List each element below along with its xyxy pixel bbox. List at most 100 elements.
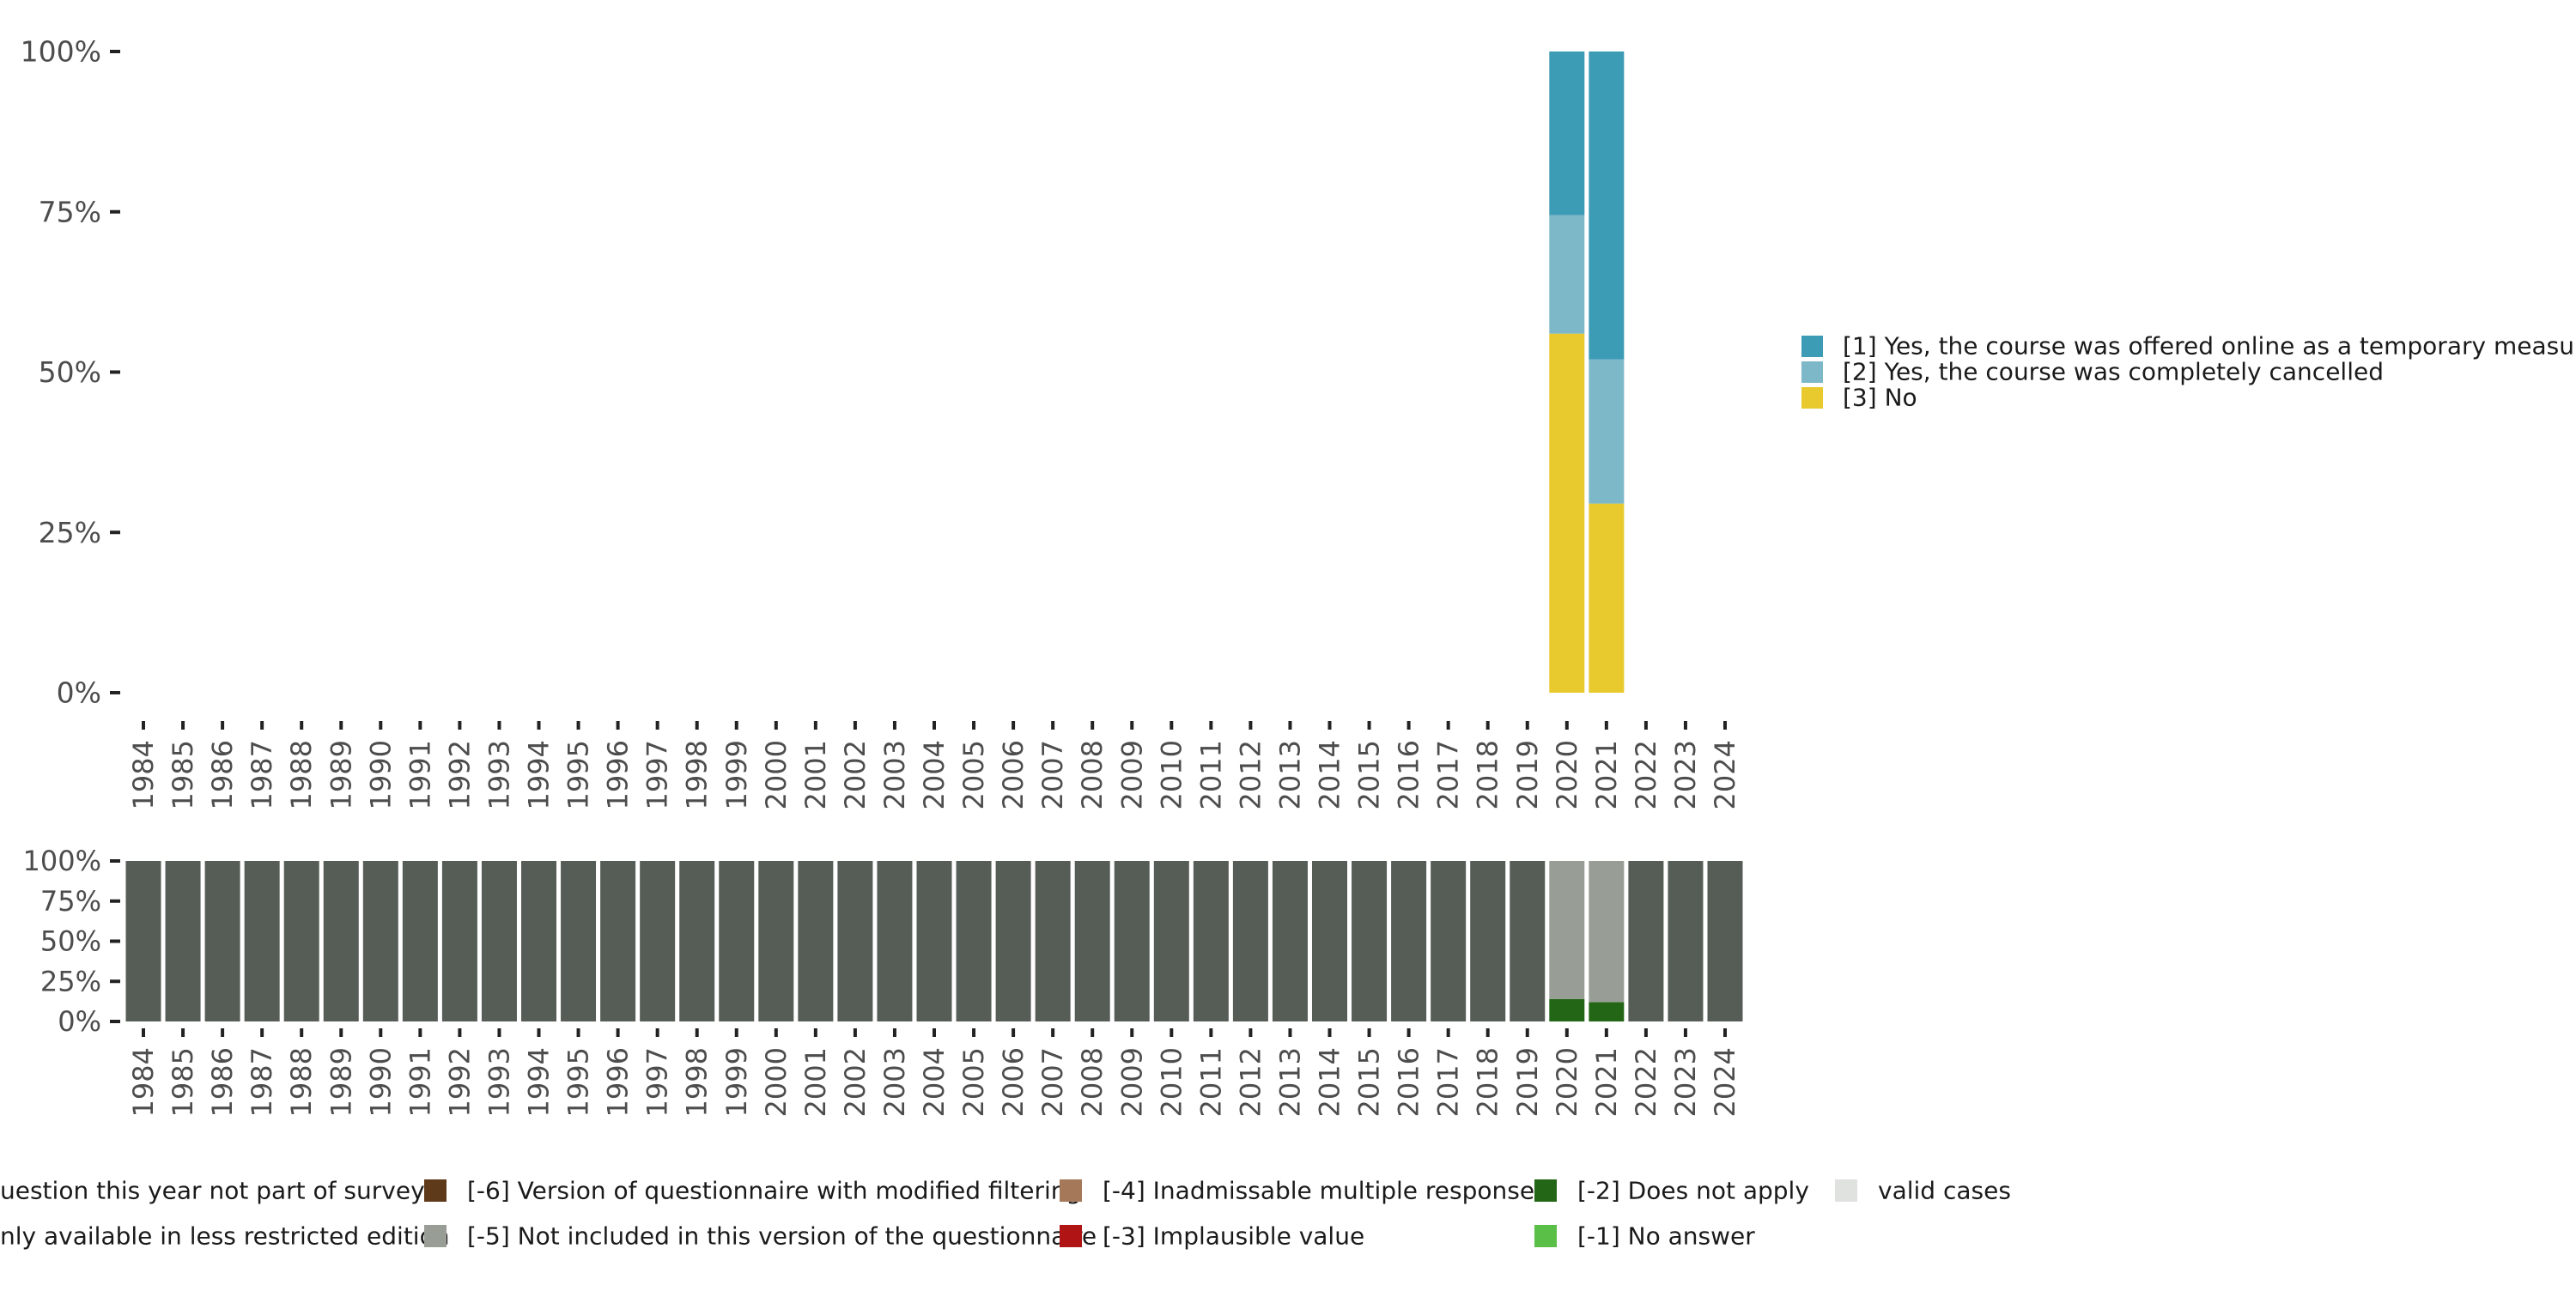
legend-swatch (1060, 1225, 1082, 1247)
legend-label: uestion this year not part of survey (0, 1177, 425, 1205)
x-tick-label: 2018 (1472, 740, 1504, 809)
legend-label: [2] Yes, the course was completely cance… (1843, 358, 2384, 386)
x-tick-label: 1999 (720, 1047, 753, 1117)
bar-segment (1589, 503, 1625, 693)
x-tick-label: 1991 (404, 740, 436, 809)
x-tick-label: 1989 (325, 740, 357, 809)
x-tick-label: 1998 (681, 740, 714, 809)
x-tick-label: 2013 (1273, 1047, 1306, 1117)
x-tick-label: 2007 (1036, 1047, 1069, 1117)
bar-segment (1707, 861, 1743, 1021)
x-tick-label: 1997 (641, 740, 674, 809)
x-tick-label: 1985 (167, 740, 199, 809)
bar-segment (837, 861, 873, 1021)
legend-label: [-4] Inadmissable multiple response (1103, 1177, 1534, 1205)
legend-swatch (424, 1179, 447, 1202)
x-tick-label: 2005 (957, 1047, 990, 1117)
x-tick-label: 1992 (443, 1047, 476, 1117)
bar-segment (1470, 861, 1506, 1021)
bar-segment (323, 861, 359, 1021)
x-tick-label: 1995 (562, 1047, 595, 1117)
x-tick-label: 1987 (246, 740, 278, 809)
x-tick-label: 1984 (127, 740, 160, 809)
x-tick-label: 1990 (364, 740, 397, 809)
bar-segment (1272, 861, 1308, 1021)
x-tick-label: 2010 (1155, 1047, 1188, 1117)
bar-segment (1589, 359, 1625, 504)
legend-swatch (1801, 336, 1823, 357)
bar-segment (1232, 861, 1268, 1021)
x-tick-label: 2009 (1115, 740, 1148, 809)
x-tick-label: 2020 (1551, 1047, 1583, 1117)
bar-segment (758, 861, 794, 1021)
bar-segment (1431, 861, 1467, 1021)
bar-segment (1035, 861, 1071, 1021)
x-tick-label: 2023 (1669, 740, 1702, 809)
y-tick-label: 50% (39, 355, 101, 389)
x-tick-label: 1996 (602, 740, 635, 809)
x-tick-label: 1985 (167, 1047, 199, 1117)
x-tick-label: 2009 (1115, 1047, 1148, 1117)
bar-segment (1549, 215, 1585, 334)
legend-swatch (1534, 1225, 1557, 1247)
x-tick-label: 2002 (839, 740, 872, 809)
bar-segment (244, 861, 280, 1021)
x-tick-label: 2021 (1590, 1047, 1623, 1117)
bar-segment (1668, 861, 1704, 1021)
bar-segment (125, 861, 161, 1021)
x-tick-label: 2017 (1432, 1047, 1465, 1117)
x-tick-label: 1990 (364, 1047, 397, 1117)
x-tick-label: 2014 (1314, 740, 1346, 809)
bar-segment (1549, 998, 1585, 1021)
x-tick-label: 2010 (1155, 740, 1188, 809)
bar-segment (521, 861, 556, 1021)
x-tick-label: 1989 (325, 1047, 357, 1117)
bar-segment (1352, 861, 1388, 1021)
bar-segment (995, 861, 1031, 1021)
x-tick-label: 1984 (127, 1047, 160, 1117)
x-tick-label: 2016 (1393, 1047, 1425, 1117)
bar-segment (204, 861, 240, 1021)
x-tick-label: 2000 (760, 740, 793, 809)
bar-segment (1589, 52, 1625, 360)
x-tick-label: 2021 (1590, 740, 1623, 809)
x-tick-label: 2023 (1669, 1047, 1702, 1117)
missing-values-panel: 0%25%50%75%100%1984 1985 1986 1987 1988 1989 1… (23, 845, 1743, 1117)
x-tick-label: 1999 (720, 740, 753, 809)
bar-segment (1589, 861, 1625, 1003)
x-tick-label: 2000 (760, 1047, 793, 1117)
legend-label: [-5] Not included in this version of the… (467, 1222, 1097, 1251)
y-tick-label: 25% (39, 516, 101, 549)
x-tick-label: 2006 (997, 740, 1030, 809)
missing-values-legend: uestion this year not part of survey [-6]… (0, 1177, 2011, 1251)
bar-segment (798, 861, 834, 1021)
x-tick-label: 2004 (918, 1047, 951, 1117)
x-tick-label: 2004 (918, 740, 951, 809)
bar-segment (600, 861, 636, 1021)
x-tick-label: 2024 (1709, 1047, 1741, 1117)
bar-segment (916, 861, 952, 1021)
y-tick-label: 0% (57, 676, 101, 710)
y-tick-label: 75% (39, 195, 101, 228)
x-tick-label: 2019 (1511, 1047, 1544, 1117)
bar-segment (640, 861, 676, 1021)
x-tick-label: 1995 (562, 740, 595, 809)
x-tick-label: 2012 (1234, 1047, 1267, 1117)
x-tick-label: 2014 (1314, 1047, 1346, 1117)
bar-segment (1549, 333, 1585, 693)
x-tick-label: 2020 (1551, 740, 1583, 809)
x-tick-label: 2016 (1393, 740, 1425, 809)
x-tick-label: 1986 (206, 1047, 239, 1117)
y-tick-label: 0% (58, 1005, 101, 1038)
x-tick-label: 1993 (483, 1047, 515, 1117)
legend-swatch (1060, 1179, 1082, 1202)
x-tick-label: 2022 (1630, 1047, 1662, 1117)
x-tick-label: 2007 (1036, 740, 1069, 809)
bar-segment (1153, 861, 1189, 1021)
x-tick-label: 2001 (799, 740, 832, 809)
bar-segment (1312, 861, 1347, 1021)
x-tick-label: 1996 (602, 1047, 635, 1117)
bar-segment (1628, 861, 1664, 1021)
legend-label: nly available in less restricted edition (0, 1222, 449, 1251)
